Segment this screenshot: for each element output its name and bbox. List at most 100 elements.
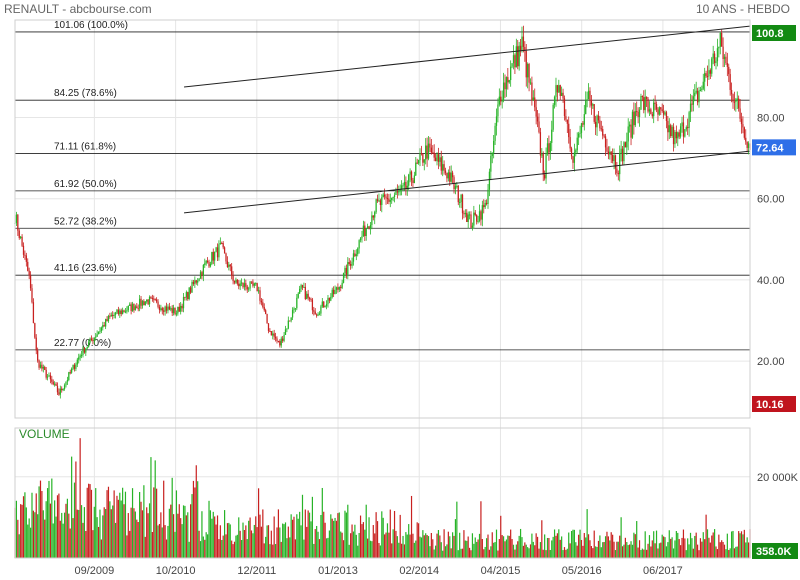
volume-bar	[374, 533, 376, 558]
volume-bar	[25, 507, 27, 558]
candle-body	[171, 308, 173, 313]
volume-bar	[359, 515, 362, 558]
volume-bar	[466, 540, 468, 558]
candle-body	[395, 191, 397, 195]
volume-bar	[606, 531, 608, 558]
candle-body	[606, 147, 608, 152]
volume-bar	[668, 530, 670, 558]
volume-bar	[29, 527, 32, 558]
volume-bar	[146, 507, 148, 558]
candle-body	[177, 306, 179, 314]
grid-lines	[15, 20, 750, 558]
candle-body	[194, 280, 196, 284]
candle-body	[49, 375, 52, 380]
candle-body	[72, 364, 74, 369]
candle-body	[546, 143, 549, 154]
candle-body	[644, 96, 646, 111]
volume-bar	[627, 545, 629, 558]
volume-bar	[178, 504, 180, 558]
candle-body	[603, 135, 605, 137]
candle-body	[225, 253, 227, 262]
volume-bar	[284, 522, 287, 558]
candle-body	[413, 175, 416, 183]
volume-bar	[711, 535, 713, 558]
candle-body	[519, 45, 522, 51]
volume-bar	[468, 547, 471, 558]
volume-bar	[464, 540, 466, 558]
candle-body	[27, 261, 29, 271]
volume-bar	[555, 535, 557, 558]
volume-bar	[58, 493, 60, 558]
volume-bar	[170, 504, 172, 558]
volume-bar	[75, 461, 77, 558]
volume-bar	[340, 531, 342, 558]
volume-bar	[219, 525, 221, 558]
candle-body	[198, 278, 200, 281]
volume-bar	[487, 534, 489, 558]
volume-bar	[419, 536, 421, 558]
volume-bar	[437, 530, 440, 558]
candle-body	[402, 185, 404, 187]
candle-body	[726, 63, 728, 67]
candle-body	[266, 314, 268, 324]
candle-body	[604, 136, 607, 148]
candle-body	[742, 124, 744, 128]
volume-bar	[389, 509, 391, 558]
candle-body	[106, 319, 108, 322]
x-tick-label: 01/2013	[318, 565, 358, 577]
volume-bar	[354, 524, 356, 558]
volume-bar	[401, 543, 403, 558]
volume-bar	[638, 540, 641, 558]
volume-bar	[348, 544, 350, 558]
candle-body	[627, 126, 629, 142]
candle-body	[473, 212, 475, 226]
volume-bar	[18, 534, 20, 558]
volume-bar	[379, 545, 381, 558]
volume-bar	[529, 544, 532, 558]
volume-bar	[393, 510, 396, 558]
candle-body	[525, 50, 527, 78]
volume-bar	[505, 539, 508, 558]
candle-body	[219, 243, 221, 245]
candle-body	[306, 293, 308, 300]
volume-bar	[335, 520, 338, 558]
candle-body	[609, 151, 611, 155]
volume-bar	[546, 537, 549, 558]
candle-body	[259, 290, 261, 301]
volume-bar	[334, 517, 336, 558]
candle-body	[239, 283, 241, 287]
volume-bar	[246, 539, 248, 558]
candle-body	[597, 115, 600, 121]
candle-body	[99, 330, 101, 332]
candle-body	[301, 285, 304, 288]
candle-body	[151, 297, 154, 299]
candle-body	[18, 230, 20, 238]
volume-bar	[27, 524, 29, 558]
candle-body	[155, 299, 158, 302]
volume-bar	[342, 540, 345, 558]
candle-body	[206, 260, 209, 263]
volume-bar	[367, 538, 369, 558]
volume-bar	[207, 534, 209, 558]
volume-bar	[525, 544, 527, 558]
candle-body	[491, 152, 493, 156]
fibonacci-label: 22.77 (0.0%)	[54, 338, 111, 349]
volume-bar	[163, 480, 165, 558]
candle-body	[35, 337, 37, 351]
candle-body	[299, 288, 301, 294]
volume-bar	[190, 504, 192, 558]
volume-bar	[409, 534, 411, 558]
candle-body	[361, 236, 363, 239]
candle-body	[199, 272, 202, 279]
volume-title: VOLUME	[19, 427, 70, 441]
candle-body	[238, 283, 240, 287]
candle-body	[682, 122, 685, 137]
candle-body	[634, 111, 636, 126]
volume-bar	[722, 541, 724, 558]
candle-body	[357, 248, 359, 255]
volume-bar	[593, 530, 595, 558]
volume-bar	[325, 538, 328, 558]
volume-bar	[72, 518, 74, 558]
volume-bar	[616, 541, 618, 558]
volume-tick-label: 20 000K	[757, 472, 799, 484]
